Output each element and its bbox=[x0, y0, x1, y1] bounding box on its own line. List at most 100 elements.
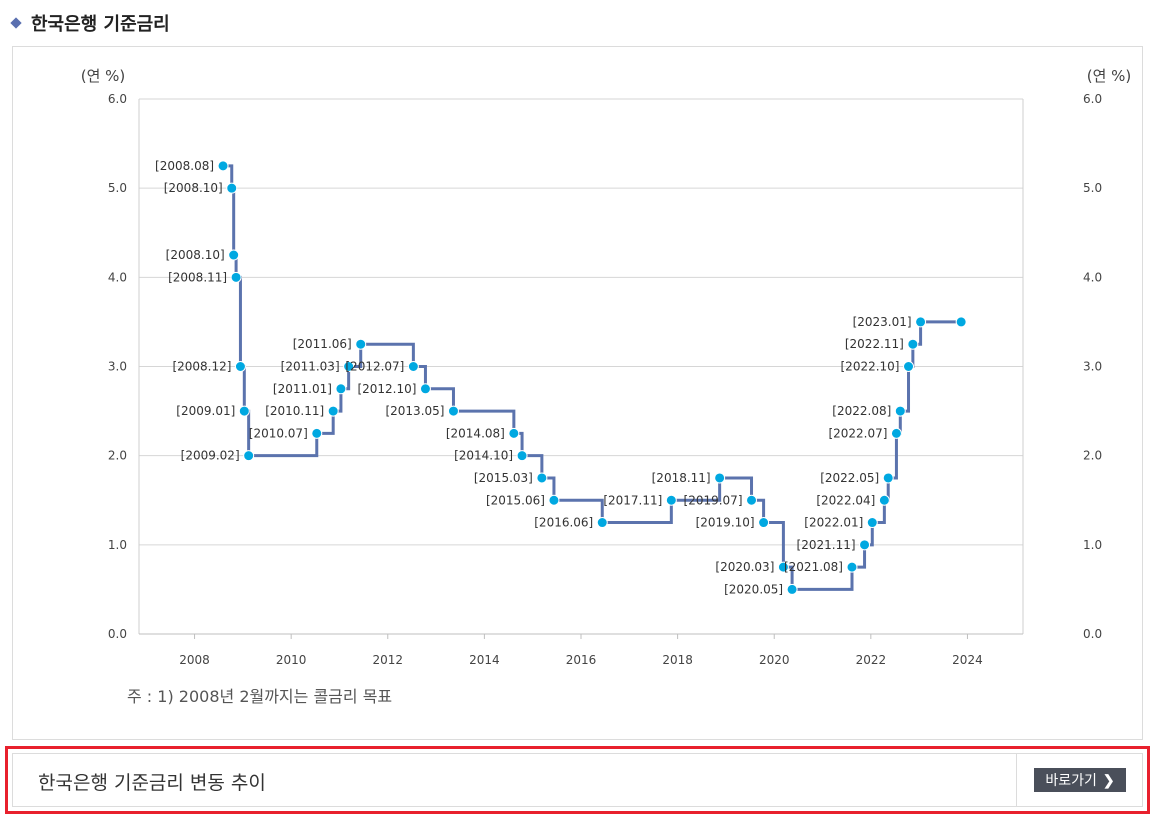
data-point-marker bbox=[777, 561, 789, 573]
data-point-label: [2021.11] bbox=[797, 538, 856, 552]
data-point-marker bbox=[548, 494, 560, 506]
link-inner: 한국은행 기준금리 변동 추이 바로가기 ❯ bbox=[12, 753, 1143, 807]
data-point-marker bbox=[714, 472, 726, 484]
data-point-label: [2015.06] bbox=[486, 493, 545, 507]
data-point-label: [2008.10] bbox=[166, 248, 225, 262]
diamond-bullet-icon bbox=[10, 17, 22, 29]
x-tick-label: 2022 bbox=[856, 653, 887, 667]
data-point-marker bbox=[915, 316, 927, 328]
x-tick-label: 2012 bbox=[373, 653, 404, 667]
data-point-marker bbox=[746, 494, 758, 506]
data-point-label: [2014.10] bbox=[454, 449, 513, 463]
data-point-label: [2019.10] bbox=[696, 516, 755, 530]
go-button-label: 바로가기 bbox=[1045, 772, 1097, 788]
rate-chart: 0.0 0.0 1.0 1.0 2.0 2.0 3.0 3.0 4.0 4.0 5.0 5.0 6.0 6… bbox=[81, 67, 1132, 667]
data-point-label: [2011.06] bbox=[293, 337, 352, 351]
data-point-marker bbox=[226, 182, 238, 194]
data-point-marker bbox=[238, 405, 250, 417]
y-axis-title-right: (연 %) bbox=[1087, 67, 1132, 85]
chart-container: 0.0 0.0 1.0 1.0 2.0 2.0 3.0 3.0 4.0 4.0 5.0 5.0 6.0 6… bbox=[12, 46, 1143, 740]
y-tick-label-right: 6.0 bbox=[1083, 92, 1102, 106]
data-point-marker bbox=[786, 583, 798, 595]
x-tick-label: 2008 bbox=[179, 653, 210, 667]
data-point-label: [2022.11] bbox=[845, 337, 904, 351]
data-point-label: [2022.08] bbox=[832, 404, 891, 418]
data-point-label: [2022.05] bbox=[820, 471, 879, 485]
data-point-label: [2017.11] bbox=[603, 493, 662, 507]
y-axis-title-left: (연 %) bbox=[81, 67, 126, 85]
data-point-label: [2019.07] bbox=[684, 493, 743, 507]
y-tick-label-left: 5.0 bbox=[108, 181, 127, 195]
x-tick-label: 2018 bbox=[662, 653, 693, 667]
data-point-label: [2013.05] bbox=[385, 404, 444, 418]
chevron-right-icon: ❯ bbox=[1102, 771, 1115, 788]
data-point-label: [2022.04] bbox=[816, 493, 875, 507]
x-tick-label: 2016 bbox=[566, 653, 597, 667]
y-tick-label-right: 2.0 bbox=[1083, 449, 1102, 463]
link-panel: 한국은행 기준금리 변동 추이 바로가기 ❯ bbox=[5, 746, 1150, 814]
y-tick-label-left: 0.0 bbox=[108, 627, 127, 641]
data-point-label: [2008.10] bbox=[164, 181, 223, 195]
y-tick-label-left: 6.0 bbox=[108, 92, 127, 106]
data-point-marker bbox=[407, 361, 419, 372]
data-point-marker bbox=[243, 450, 255, 462]
data-point-marker bbox=[419, 383, 431, 395]
data-point-marker bbox=[343, 361, 355, 372]
chart-footnote: 주 : 1) 2008년 2월까지는 콜금리 목표 bbox=[127, 687, 393, 706]
y-tick-label-right: 5.0 bbox=[1083, 181, 1102, 195]
y-tick-label-left: 4.0 bbox=[108, 270, 127, 284]
data-point-marker bbox=[230, 271, 242, 283]
data-point-label: [2021.08] bbox=[784, 560, 843, 574]
data-point-marker bbox=[882, 472, 894, 484]
data-point-marker bbox=[355, 338, 367, 350]
link-divider bbox=[1016, 754, 1017, 806]
y-tick-label-right: 4.0 bbox=[1083, 270, 1102, 284]
data-point-label: [2014.08] bbox=[446, 426, 505, 440]
data-point-label: [2016.06] bbox=[534, 516, 593, 530]
data-point-label: [2015.03] bbox=[474, 471, 533, 485]
data-point-label: [2011.03] bbox=[281, 360, 340, 374]
data-point-marker bbox=[234, 361, 246, 372]
data-point-label: [2009.01] bbox=[176, 404, 235, 418]
data-point-label: [2008.12] bbox=[172, 360, 231, 374]
data-point-marker bbox=[596, 517, 608, 529]
data-point-marker bbox=[758, 517, 770, 529]
data-point-marker bbox=[859, 539, 871, 551]
data-point-label: [2023.01] bbox=[853, 315, 912, 329]
data-point-marker bbox=[327, 405, 339, 417]
data-point-label: [2012.10] bbox=[357, 382, 416, 396]
data-point-marker bbox=[335, 383, 347, 395]
data-point-label: [2012.07] bbox=[345, 360, 404, 374]
x-tick-label: 2024 bbox=[952, 653, 983, 667]
data-point-label: [2008.08] bbox=[155, 159, 214, 173]
data-point-label: [2008.11] bbox=[168, 270, 227, 284]
data-point-marker bbox=[508, 427, 520, 439]
link-title[interactable]: 한국은행 기준금리 변동 추이 bbox=[38, 772, 266, 794]
section-title: 한국은행 기준금리 bbox=[10, 10, 170, 36]
data-point-marker bbox=[907, 338, 919, 350]
data-point-marker bbox=[903, 361, 915, 372]
data-point-label: [2022.01] bbox=[804, 516, 863, 530]
data-point-marker bbox=[536, 472, 548, 484]
y-tick-label-right: 3.0 bbox=[1083, 360, 1102, 374]
data-point-label: [2018.11] bbox=[652, 471, 711, 485]
go-button[interactable]: 바로가기 ❯ bbox=[1034, 768, 1126, 792]
data-point-label: [2020.05] bbox=[724, 582, 783, 596]
data-point-marker bbox=[447, 405, 459, 417]
data-point-label: [2022.10] bbox=[841, 360, 900, 374]
data-point-marker bbox=[878, 494, 890, 506]
data-point-marker bbox=[311, 427, 323, 439]
data-point-marker bbox=[866, 517, 878, 529]
y-tick-label-right: 0.0 bbox=[1083, 627, 1102, 641]
y-tick-label-right: 1.0 bbox=[1083, 538, 1102, 552]
data-point-label: [2022.07] bbox=[828, 426, 887, 440]
x-tick-label: 2010 bbox=[276, 653, 307, 667]
data-point-marker bbox=[846, 561, 858, 573]
y-tick-label-left: 1.0 bbox=[108, 538, 127, 552]
x-tick-label: 2014 bbox=[469, 653, 500, 667]
data-point-marker bbox=[228, 249, 240, 261]
data-point-label: [2020.03] bbox=[715, 560, 774, 574]
data-point-marker bbox=[890, 427, 902, 439]
x-tick-label: 2020 bbox=[759, 653, 790, 667]
y-tick-label-left: 3.0 bbox=[108, 360, 127, 374]
